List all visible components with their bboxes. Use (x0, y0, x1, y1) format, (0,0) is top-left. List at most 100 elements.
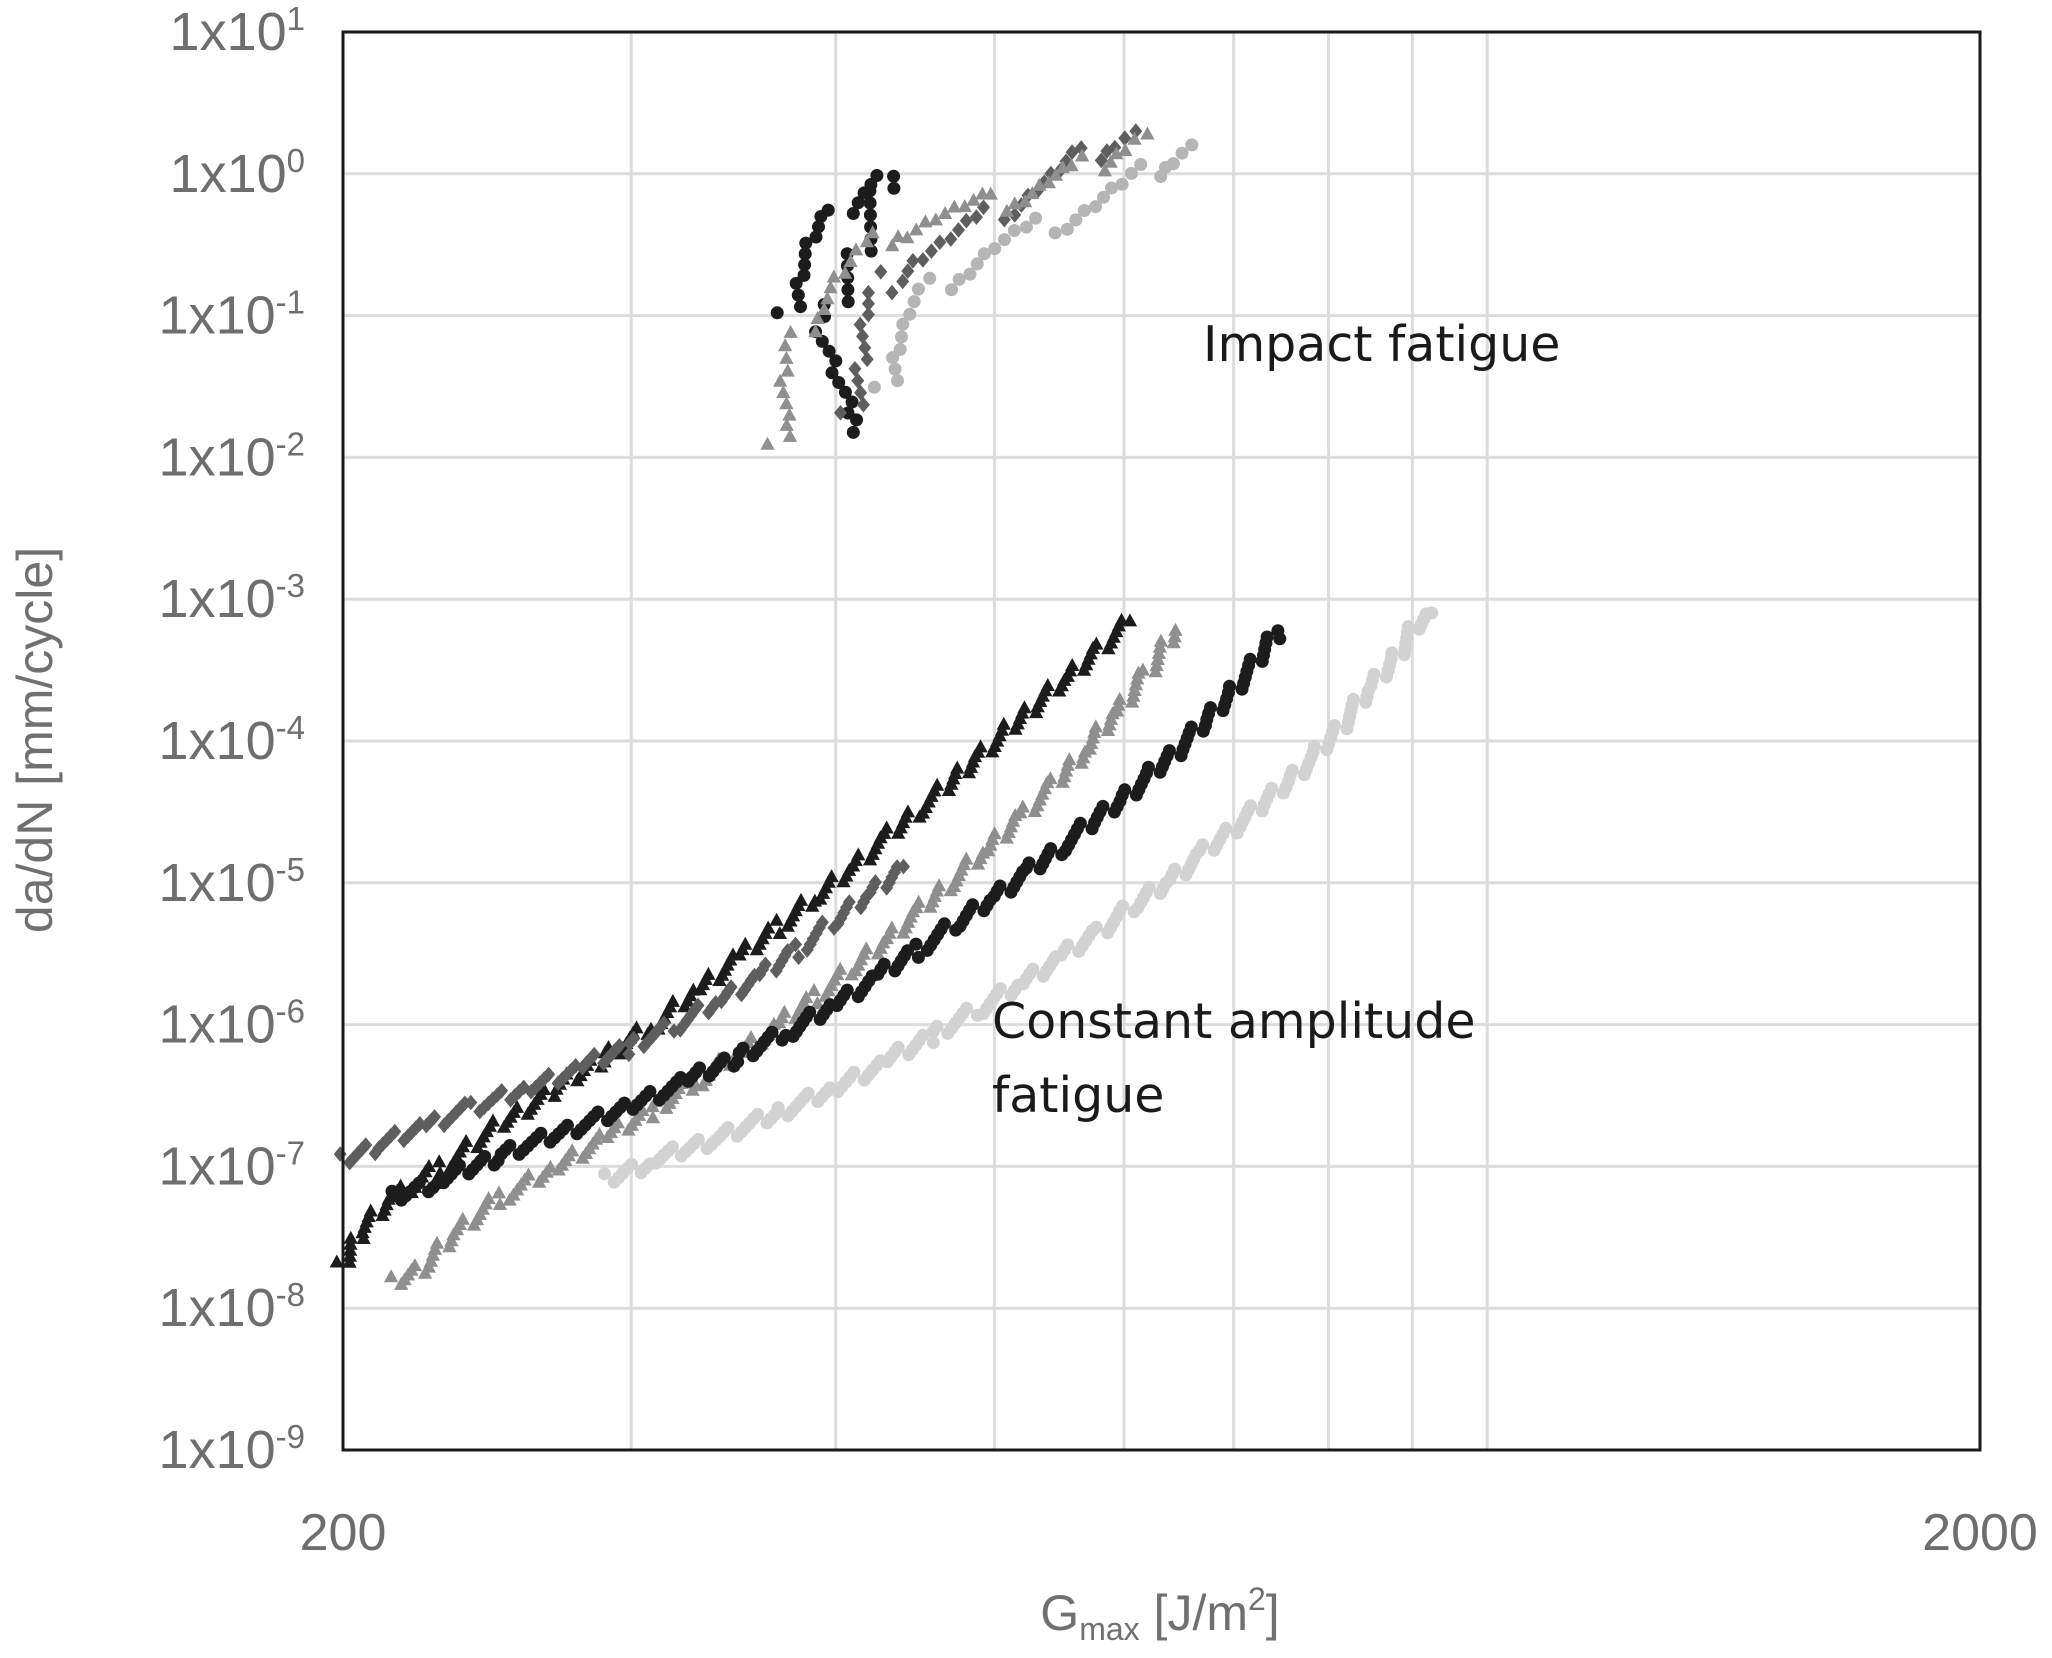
data-point (907, 295, 921, 309)
data-point (738, 936, 753, 950)
data-point (622, 1046, 636, 1063)
data-point (793, 892, 809, 906)
data-point (823, 280, 838, 294)
data-point (870, 169, 884, 182)
data-point (1127, 131, 1142, 145)
data-point (857, 894, 871, 910)
y-tick-label: 1x10-8 (159, 1276, 305, 1338)
data-point (833, 961, 848, 975)
data-point (610, 1115, 625, 1129)
data-point (911, 282, 925, 296)
data-point (591, 1105, 605, 1119)
data-point (840, 983, 854, 997)
data-point (950, 760, 965, 774)
data-point (1118, 143, 1133, 156)
data-point (635, 1103, 650, 1116)
data-point (691, 1133, 705, 1146)
data-point (452, 1158, 466, 1172)
data-point (859, 234, 874, 248)
data-point (743, 1030, 759, 1043)
plot-frame (341, 30, 1982, 1452)
data-point (491, 1185, 507, 1199)
data-point (773, 373, 788, 387)
data-point (1401, 620, 1415, 634)
series-impact-d (867, 138, 1199, 394)
data-point (779, 396, 794, 410)
data-point (772, 926, 787, 939)
data-point (900, 804, 916, 818)
data-point (1162, 744, 1176, 758)
data-point (1260, 630, 1274, 644)
data-point (924, 243, 938, 259)
data-point (359, 1137, 373, 1153)
data-point (993, 879, 1007, 893)
data-point (1043, 771, 1058, 785)
y-axis-title: da/dN [mm/cycle] (7, 547, 63, 933)
data-point (1140, 126, 1155, 140)
data-point (492, 1197, 508, 1210)
data-point (789, 276, 803, 290)
data-point (383, 1269, 399, 1283)
data-point (1142, 880, 1156, 894)
data-point (1271, 624, 1285, 638)
data-point (959, 851, 974, 865)
data-point (1100, 143, 1114, 159)
x-axis-title-unit: [J/m (1140, 1585, 1248, 1641)
data-point (598, 1167, 611, 1181)
data-point (495, 1083, 509, 1099)
data-point (952, 222, 965, 238)
data-point (973, 739, 988, 753)
data-point (643, 1085, 657, 1098)
y-tick-label: 1x101 (170, 0, 305, 62)
data-point (1175, 146, 1189, 160)
data-point (534, 1126, 548, 1140)
data-point (329, 1254, 344, 1268)
data-point (1116, 899, 1130, 913)
data-point (988, 242, 1002, 256)
data-point (810, 996, 825, 1009)
data-point (1062, 752, 1077, 766)
series-constant-amplitude-b (333, 858, 910, 1171)
data-point (1425, 606, 1439, 620)
data-point (890, 859, 904, 875)
data-point (815, 914, 829, 931)
data-point (928, 212, 943, 226)
data-point (1112, 691, 1127, 705)
data-point (1060, 222, 1074, 236)
data-point (734, 986, 748, 1003)
data-point (977, 247, 991, 261)
data-point (810, 311, 825, 324)
data-point (1118, 783, 1132, 797)
data-point (1219, 821, 1233, 835)
data-point (1135, 662, 1150, 676)
data-point (841, 283, 855, 297)
data-point (864, 244, 878, 258)
annotation-constant-amplitude: Constant amplitude (992, 993, 1475, 1050)
series-constant-amplitude-e (598, 606, 1439, 1189)
data-point (407, 1258, 423, 1272)
data-point (856, 396, 870, 413)
data-point (1064, 158, 1079, 172)
data-point (760, 436, 775, 450)
data-point (761, 920, 776, 934)
data-point (963, 267, 977, 281)
data-point (891, 1040, 905, 1054)
data-point (944, 231, 958, 247)
data-point (969, 209, 983, 225)
y-tick-label: 1x10-3 (159, 567, 305, 629)
data-point (780, 363, 795, 377)
data-point (1265, 781, 1279, 795)
data-point (794, 300, 807, 314)
data-point (627, 1030, 641, 1047)
data-point (429, 1235, 445, 1249)
data-point (1017, 700, 1032, 714)
data-point (829, 354, 843, 368)
data-point (1041, 175, 1056, 189)
data-point (808, 324, 823, 338)
data-point (960, 1001, 974, 1015)
data-point (923, 271, 937, 285)
data-point (782, 428, 798, 442)
data-point (612, 1038, 626, 1054)
data-point (1018, 194, 1033, 208)
data-point (848, 361, 862, 377)
